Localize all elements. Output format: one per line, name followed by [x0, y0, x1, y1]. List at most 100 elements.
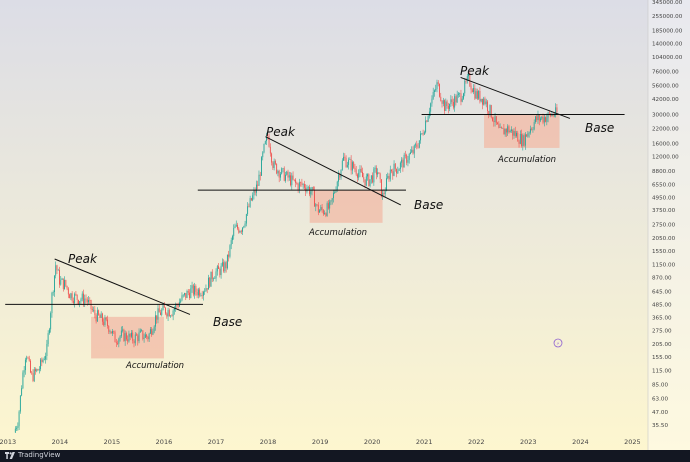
- candle-body: [250, 198, 252, 201]
- candle-body: [542, 116, 544, 123]
- candle-body: [184, 293, 185, 295]
- candle-body: [413, 145, 415, 154]
- candle-body: [269, 146, 271, 154]
- candle-body: [431, 98, 433, 104]
- candle-body: [351, 162, 353, 171]
- candle-body: [99, 314, 101, 318]
- base-label-2016: Base: [213, 315, 242, 329]
- candle-body: [359, 168, 361, 173]
- candle-body: [283, 168, 285, 181]
- candle-body: [281, 168, 283, 174]
- y-tick-label: 22000.00: [652, 127, 679, 133]
- x-axis: 2013 2014 2015 2016 2017 2018 2019 2020 2021 2022…: [0, 438, 641, 446]
- candle-body: [28, 357, 30, 361]
- candle-body: [386, 178, 387, 191]
- y-tick-label: 870.00: [652, 275, 672, 281]
- candle-body: [143, 337, 145, 339]
- candle-body: [81, 293, 83, 300]
- x-tick-label: 2018: [260, 438, 277, 446]
- candle-body: [248, 206, 250, 207]
- candle-body: [129, 333, 131, 337]
- candle-body: [505, 129, 507, 133]
- candle-body: [103, 321, 105, 325]
- candle-body: [514, 131, 516, 137]
- candle-body: [223, 262, 225, 272]
- candle-body: [201, 295, 203, 296]
- candle-body: [380, 179, 382, 197]
- y-tick-label: 3750.00: [652, 208, 676, 214]
- candle-body: [157, 308, 159, 320]
- candle-body: [109, 331, 111, 333]
- candle-body: [153, 326, 155, 332]
- x-tick-label: 2020: [364, 438, 381, 446]
- candle-body: [468, 73, 469, 77]
- y-tick-label: 1550.00: [652, 249, 676, 255]
- candle-body: [396, 168, 398, 174]
- candle-body: [71, 293, 73, 301]
- candle-body: [247, 206, 249, 215]
- candle-body: [182, 294, 184, 296]
- candle-body: [437, 82, 439, 84]
- candle-body: [353, 162, 355, 168]
- y-tick-label: 1150.00: [652, 263, 676, 269]
- candle-body: [495, 116, 497, 123]
- candle-body: [249, 198, 251, 207]
- candle-body: [225, 262, 227, 269]
- candle-body: [372, 175, 374, 183]
- candle-body: [415, 144, 416, 146]
- candle-body: [47, 333, 49, 344]
- x-tick-label: 2025: [624, 438, 641, 446]
- candle-body: [41, 359, 43, 363]
- y-tick-label: 205.00: [652, 342, 672, 348]
- candle-body: [391, 169, 392, 172]
- candle-body: [519, 133, 521, 144]
- candle-body: [292, 175, 294, 180]
- candle-body: [95, 314, 97, 322]
- candle-body: [197, 289, 199, 296]
- candle-body: [451, 99, 453, 103]
- candle-body: [322, 210, 324, 215]
- price-candles: [14, 70, 558, 434]
- candle-body: [276, 163, 278, 174]
- candle-body: [360, 168, 362, 172]
- candle-body: [168, 310, 170, 317]
- candle-body: [21, 388, 23, 396]
- candle-body: [312, 187, 314, 190]
- candle-body: [446, 101, 448, 106]
- candle-body: [432, 91, 434, 99]
- candle-body: [210, 271, 212, 287]
- candle-body: [242, 227, 244, 232]
- x-tick-label: 2022: [468, 438, 485, 446]
- candle-body: [266, 136, 267, 142]
- candle-body: [449, 103, 451, 109]
- y-tick-label: 6550.00: [652, 183, 676, 189]
- candle-body: [469, 73, 471, 86]
- candle-body: [277, 170, 279, 174]
- candle-body: [441, 100, 443, 104]
- candle-body: [173, 308, 175, 311]
- candle-body: [240, 230, 242, 232]
- candle-body: [161, 309, 163, 315]
- candle-body: [399, 162, 401, 170]
- candle-body: [234, 226, 236, 229]
- candle-body: [98, 310, 100, 315]
- candle-body: [122, 329, 124, 331]
- candle-body: [110, 331, 112, 334]
- candle-body: [422, 133, 424, 135]
- candle-body: [119, 336, 121, 339]
- candle-body: [402, 159, 404, 168]
- candle-body: [417, 146, 419, 148]
- candle-body: [345, 158, 347, 168]
- candle-body: [259, 174, 261, 176]
- candle-body: [522, 135, 524, 147]
- candle-body: [382, 193, 384, 197]
- candle-body: [480, 98, 482, 102]
- candle-body: [72, 300, 74, 304]
- candle-body: [220, 265, 222, 276]
- candle-body: [134, 334, 136, 344]
- y-tick-label: 85.00: [652, 383, 668, 389]
- candle-body: [221, 262, 223, 266]
- candle-body: [374, 167, 376, 169]
- candle-body: [192, 285, 194, 295]
- candle-body: [526, 134, 528, 137]
